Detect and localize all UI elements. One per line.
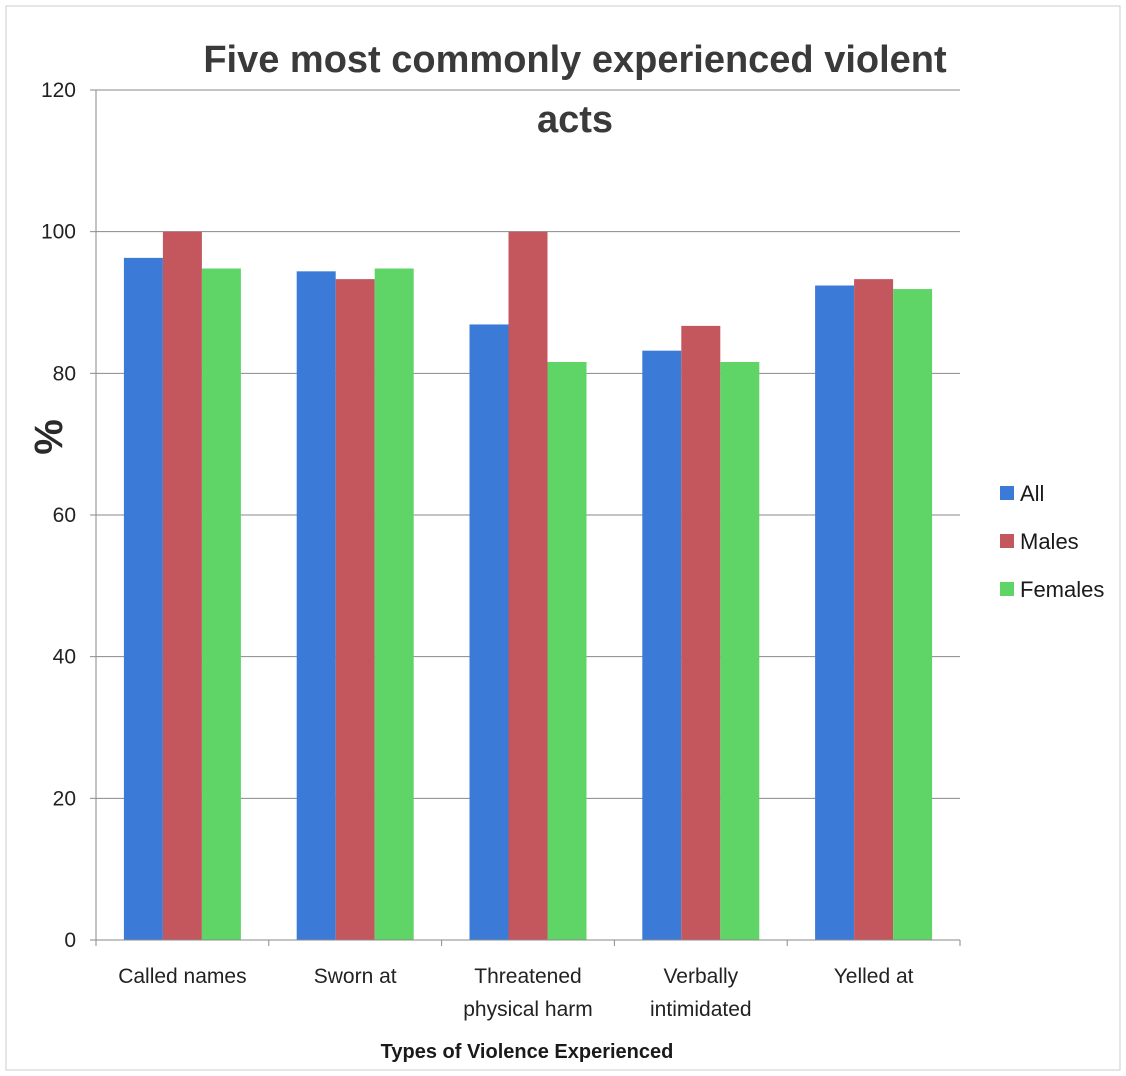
bar-females-4 — [893, 289, 933, 941]
bar-females-2 — [547, 362, 587, 940]
bar-all-1 — [296, 271, 336, 940]
bar-all-2 — [469, 324, 509, 940]
y-tick-label: 100 — [41, 221, 76, 244]
legend-label-females: Females — [1020, 577, 1104, 602]
bar-females-1 — [374, 268, 414, 940]
y-axis-label: % — [27, 419, 71, 455]
bar-males-4 — [854, 279, 894, 940]
x-category-label: Threatened — [474, 965, 581, 988]
x-category-label: Verbally — [663, 965, 738, 988]
bar-all-3 — [642, 350, 682, 941]
y-tick-label: 120 — [41, 79, 76, 102]
bar-males-0 — [162, 231, 202, 940]
y-tick-label: 40 — [53, 646, 76, 669]
x-category-label: Sworn at — [314, 965, 397, 988]
bar-all-4 — [815, 285, 855, 940]
legend-label-all: All — [1020, 481, 1044, 506]
x-category-label: Called names — [118, 965, 246, 988]
bar-males-2 — [508, 231, 548, 940]
legend-swatch-males — [1000, 534, 1014, 548]
chart-title-line-2: acts — [537, 99, 613, 141]
legend-swatch-females — [1000, 582, 1014, 596]
legend-swatch-all — [1000, 486, 1014, 500]
chart-title-line-1: Five most commonly experienced violent — [203, 39, 947, 81]
chart-border — [5, 5, 1121, 1071]
x-category-label: Yelled at — [834, 965, 914, 988]
x-category-label: physical harm — [463, 998, 593, 1021]
y-tick-label: 20 — [53, 787, 76, 810]
bar-males-1 — [335, 279, 375, 940]
bar-all-0 — [123, 257, 163, 940]
legend-label-males: Males — [1020, 529, 1079, 554]
y-tick-label: 0 — [64, 929, 76, 952]
legend: All Males Females — [1000, 481, 1104, 602]
y-tick-label: 80 — [53, 362, 76, 385]
bar-females-3 — [720, 362, 760, 940]
x-axis-label: Types of Violence Experienced — [381, 1041, 674, 1063]
bar-males-3 — [681, 325, 721, 940]
bar-females-0 — [201, 268, 241, 940]
x-category-label: intimidated — [650, 998, 752, 1021]
y-tick-label: 60 — [53, 504, 76, 527]
